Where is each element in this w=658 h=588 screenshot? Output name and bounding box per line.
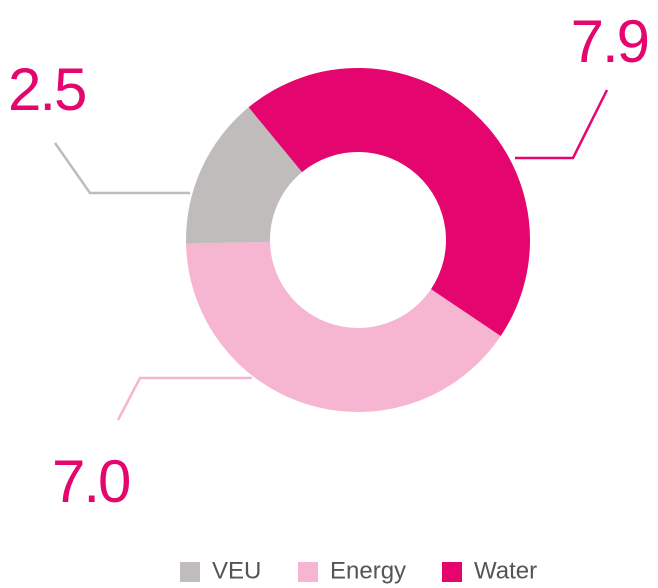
- value-label: 7.9: [571, 8, 648, 75]
- legend-label: VEU: [212, 557, 261, 584]
- value-label: 2.5: [8, 56, 85, 123]
- legend-swatch: [180, 562, 200, 582]
- legend-swatch: [298, 562, 318, 582]
- leader-line: [515, 89, 609, 160]
- legend-label: Water: [474, 557, 537, 584]
- legend-swatch: [442, 562, 462, 582]
- legend-label: Energy: [330, 557, 406, 584]
- slice: [248, 67, 531, 337]
- slice: [186, 241, 501, 413]
- slice: [186, 107, 303, 244]
- leader-line: [53, 142, 190, 195]
- value-label: 7.0: [52, 448, 130, 515]
- leader-line: [116, 376, 252, 421]
